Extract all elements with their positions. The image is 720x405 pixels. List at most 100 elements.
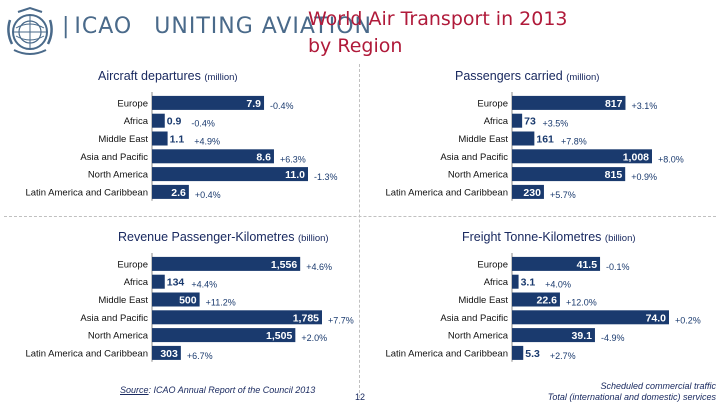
bar	[512, 310, 669, 325]
value-label: 8.6	[256, 151, 271, 163]
panel-title-departures-unit: (million)	[204, 72, 238, 83]
value-label: 22.6	[537, 295, 558, 307]
growth-label: +4.4%	[191, 280, 217, 290]
growth-label: +6.7%	[187, 351, 213, 361]
bar	[152, 292, 200, 307]
value-label: 815	[605, 169, 623, 181]
growth-label: -0.4%	[191, 119, 215, 129]
footnote-line2: Total (international and domestic) servi…	[547, 392, 716, 402]
category-label: Middle East	[458, 295, 508, 306]
category-label: Europe	[477, 98, 508, 109]
panel-title-passengers-unit: (million)	[566, 72, 600, 83]
category-label: Asia and Pacific	[440, 152, 508, 163]
bar	[512, 256, 601, 271]
value-label: 7.9	[246, 98, 261, 110]
growth-label: +2.7%	[550, 351, 576, 361]
bar	[512, 113, 523, 128]
category-label: Europe	[117, 98, 148, 109]
growth-label: -0.1%	[606, 262, 630, 272]
panel-title-rpk-text: Revenue Passenger-Kilometres	[118, 230, 295, 244]
panel-title-ftk-unit: (billion)	[604, 233, 636, 244]
category-label: North America	[448, 170, 509, 181]
value-label: 134	[167, 277, 185, 289]
panel-title-passengers: Passengers carried (million)	[455, 69, 599, 83]
category-label: Africa	[484, 116, 509, 127]
growth-label: +4.9%	[194, 137, 220, 147]
growth-label: -4.9%	[601, 333, 625, 343]
category-label: Africa	[124, 116, 149, 127]
page-title: World Air Transport in 2013 by Region	[308, 6, 568, 60]
category-label: Africa	[484, 277, 509, 288]
bar	[152, 167, 308, 182]
value-label: 230	[523, 187, 541, 199]
growth-label: +3.5%	[543, 119, 569, 129]
bar	[152, 310, 322, 325]
value-label: 11.0	[285, 169, 305, 181]
growth-label: +4.6%	[306, 262, 332, 272]
page-title-line1: World Air Transport in 2013	[308, 8, 568, 30]
page-number: 12	[355, 392, 366, 402]
growth-label: +0.4%	[195, 190, 221, 200]
source-note: Source: ICAO Annual Report of the Counci…	[120, 385, 315, 395]
growth-label: +0.9%	[631, 172, 657, 182]
value-label: 1.1	[170, 134, 185, 146]
category-label: North America	[88, 331, 149, 342]
bar	[152, 149, 274, 164]
value-label: 817	[605, 98, 623, 110]
category-label: Asia and Pacific	[80, 313, 148, 324]
bar	[152, 113, 165, 128]
value-label: 5.3	[525, 348, 540, 360]
logo-wordmark: | ICAO UNITING AVIATION	[62, 14, 372, 39]
growth-label: +0.2%	[675, 315, 701, 325]
bar	[152, 345, 181, 360]
bar	[512, 345, 524, 360]
bar	[512, 328, 595, 343]
panel-title-ftk: Freight Tonne-Kilometres (billion)	[462, 230, 636, 244]
growth-label: +5.7%	[550, 190, 576, 200]
bar	[512, 184, 544, 199]
icao-emblem-icon	[7, 6, 53, 55]
value-label: 1,785	[293, 312, 319, 324]
category-label: Europe	[117, 259, 148, 270]
bar	[512, 274, 519, 289]
growth-label: +8.0%	[658, 154, 684, 164]
bar	[512, 292, 560, 307]
value-label: 0.9	[167, 116, 182, 128]
panel-title-departures: Aircraft departures (million)	[98, 69, 238, 83]
value-label: 303	[160, 348, 178, 360]
value-label: 73	[524, 116, 536, 128]
bar	[152, 274, 165, 289]
chart-revenue-passenger-km: Europe 1,556 +4.6% Africa 134 +4.4% Middle Eas…	[25, 253, 354, 362]
bar	[152, 131, 168, 146]
value-label: 161	[536, 134, 554, 146]
chart-passengers-carried: Europe 817 +3.1% Africa 73 +3.5% Middle East 16…	[385, 92, 684, 201]
category-label: Latin America and Caribbean	[385, 348, 508, 359]
category-label: Latin America and Caribbean	[385, 187, 508, 198]
value-label: 1,556	[271, 259, 297, 271]
category-label: Europe	[477, 259, 508, 270]
category-label: Middle East	[98, 295, 148, 306]
bar	[152, 328, 296, 343]
growth-label: +11.2%	[206, 298, 236, 308]
footnote: Scheduled commercial traffic Total (inte…	[548, 381, 716, 403]
chart-freight-tonne-km: Europe 41.5 -0.1% Africa 3.1 +4.0% Middle East…	[385, 253, 701, 362]
category-label: Latin America and Caribbean	[25, 187, 148, 198]
category-label: Middle East	[98, 134, 148, 145]
bar	[512, 95, 626, 110]
value-label: 1,008	[623, 151, 649, 163]
source-prefix: Source	[120, 385, 149, 395]
growth-label: +7.8%	[561, 137, 587, 147]
panel-title-rpk-unit: (billion)	[297, 233, 329, 244]
category-label: Latin America and Caribbean	[25, 348, 148, 359]
bar	[512, 131, 535, 146]
value-label: 74.0	[646, 312, 667, 324]
vertical-divider	[359, 64, 360, 398]
bar	[512, 149, 652, 164]
growth-label: +7.7%	[328, 315, 354, 325]
horizontal-divider	[4, 216, 716, 217]
page-title-line2: by Region	[308, 35, 403, 57]
panel-title-departures-text: Aircraft departures	[98, 69, 201, 83]
value-label: 1,505	[266, 330, 292, 342]
panel-title-ftk-text: Freight Tonne-Kilometres	[462, 230, 602, 244]
bar	[152, 256, 301, 271]
